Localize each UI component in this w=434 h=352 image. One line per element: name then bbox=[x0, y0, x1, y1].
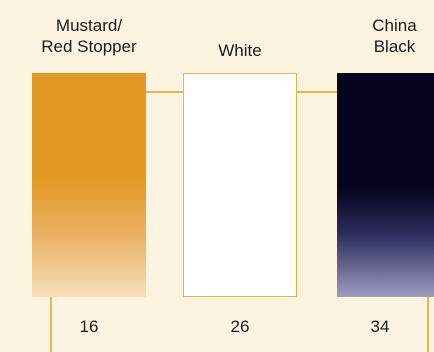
connector-mustard-white bbox=[146, 91, 183, 93]
connector-black-bottom bbox=[427, 297, 429, 352]
swatch-number-mustard: 16 bbox=[79, 317, 99, 336]
swatch-label-china-black: China Black bbox=[372, 16, 417, 56]
connector-mustard-bottom bbox=[50, 297, 52, 352]
swatch-china-black bbox=[337, 73, 434, 297]
swatch-label-mustard: Mustard/ Red Stopper bbox=[41, 16, 137, 56]
swatch-number-china-black: 34 bbox=[370, 317, 390, 336]
swatch-number-white: 26 bbox=[230, 317, 250, 336]
swatch-white bbox=[183, 73, 297, 297]
swatch-label-white: White bbox=[218, 41, 262, 60]
swatch-mustard-red-stopper bbox=[32, 73, 146, 297]
connector-white-black bbox=[297, 91, 337, 93]
